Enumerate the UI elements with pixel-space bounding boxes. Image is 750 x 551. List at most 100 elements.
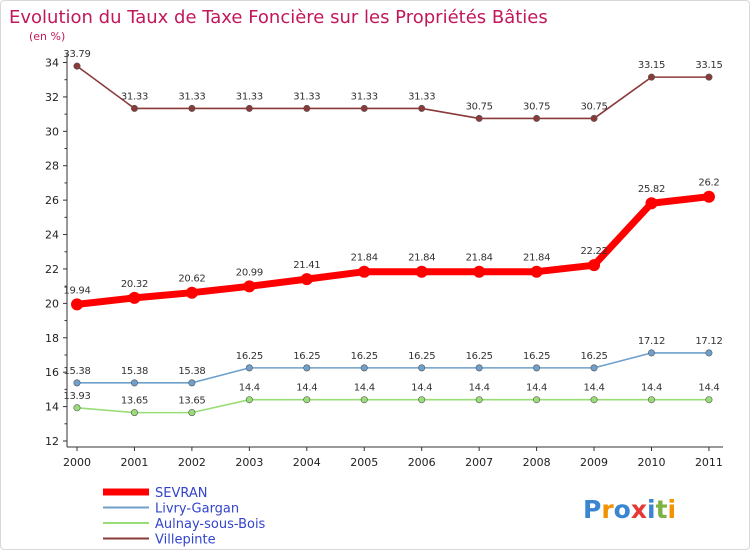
legend-label-sevran: SEVRAN xyxy=(155,486,207,501)
data-label-villepinte: 31.33 xyxy=(351,91,378,102)
y-axis-unit-label: (en %) xyxy=(29,30,65,43)
y-tick-label: 32 xyxy=(45,91,59,104)
data-label-aulnay-sous-bois: 13.65 xyxy=(178,396,205,407)
series-line-livry-gargan xyxy=(76,352,710,384)
data-point-livry-gargan xyxy=(705,349,713,357)
legend-label-aulnay-sous-bois: Aulnay-sous-Bois xyxy=(155,517,266,532)
series-line-aulnay-sous-bois xyxy=(76,398,710,414)
data-label-sevran: 25.82 xyxy=(638,184,665,195)
data-label-aulnay-sous-bois: 14.4 xyxy=(641,383,662,394)
data-point-aulnay-sous-bois xyxy=(130,409,138,417)
series-line-villepinte xyxy=(76,65,710,120)
series-line-sevran xyxy=(73,193,713,308)
data-point-livry-gargan xyxy=(418,364,426,372)
data-point-villepinte xyxy=(360,104,368,112)
data-label-villepinte: 33.15 xyxy=(638,60,665,71)
data-point-aulnay-sous-bois xyxy=(418,396,426,404)
data-label-livry-gargan: 16.25 xyxy=(466,351,493,362)
data-point-villepinte xyxy=(245,104,253,112)
data-point-sevran xyxy=(473,265,486,278)
data-point-aulnay-sous-bois xyxy=(245,396,253,404)
data-label-aulnay-sous-bois: 14.4 xyxy=(411,383,432,394)
x-tick-label: 2011 xyxy=(695,456,723,469)
data-label-livry-gargan: 16.25 xyxy=(580,351,607,362)
data-label-aulnay-sous-bois: 14.4 xyxy=(469,383,490,394)
data-point-sevran xyxy=(645,197,658,210)
data-point-aulnay-sous-bois xyxy=(303,396,311,404)
data-point-sevran xyxy=(415,265,428,278)
data-point-villepinte xyxy=(73,62,81,70)
data-label-livry-gargan: 16.25 xyxy=(523,351,550,362)
data-point-villepinte xyxy=(705,73,713,81)
y-tick-label: 22 xyxy=(45,263,59,276)
data-point-sevran xyxy=(588,259,601,272)
legend-label-livry-gargan: Livry-Gargan xyxy=(155,502,239,517)
data-label-aulnay-sous-bois: 13.65 xyxy=(121,396,148,407)
proxiti-logo: Proxiti xyxy=(583,495,676,524)
x-tick-label: 2007 xyxy=(465,456,493,469)
data-label-sevran: 20.62 xyxy=(178,274,205,285)
x-tick-label: 2000 xyxy=(63,456,91,469)
x-tick-label: 2002 xyxy=(178,456,206,469)
y-tick-label: 26 xyxy=(45,194,59,207)
data-label-sevran: 21.84 xyxy=(523,253,550,264)
data-point-sevran xyxy=(128,291,141,304)
x-tick-label: 2004 xyxy=(293,456,321,469)
data-label-sevran: 20.99 xyxy=(236,267,263,278)
data-point-aulnay-sous-bois xyxy=(647,396,655,404)
y-tick-label: 12 xyxy=(45,435,59,448)
data-label-livry-gargan: 17.12 xyxy=(638,336,665,347)
data-point-livry-gargan xyxy=(590,364,598,372)
data-label-villepinte: 33.79 xyxy=(63,49,90,60)
data-labels: 15.38 15.38 15.38 16.25 16.25 16.25 16.25 16.25… xyxy=(63,49,722,406)
data-label-villepinte: 31.33 xyxy=(408,91,435,102)
data-label-livry-gargan: 15.38 xyxy=(63,366,90,377)
data-label-livry-gargan: 16.25 xyxy=(293,351,320,362)
legend: SEVRANLivry-GarganAulnay-sous-BoisVillep… xyxy=(103,486,266,548)
legend-label-villepinte: Villepinte xyxy=(155,533,216,548)
data-point-villepinte xyxy=(188,104,196,112)
y-tick-label: 34 xyxy=(45,57,59,70)
data-label-villepinte: 31.33 xyxy=(236,91,263,102)
data-point-villepinte xyxy=(590,114,598,122)
data-point-livry-gargan xyxy=(360,364,368,372)
x-tick-label: 2006 xyxy=(408,456,436,469)
y-tick-label: 24 xyxy=(45,229,59,242)
series-layer xyxy=(71,62,715,417)
data-point-livry-gargan xyxy=(188,379,196,387)
x-tick-label: 2009 xyxy=(580,456,608,469)
data-point-aulnay-sous-bois xyxy=(188,409,196,417)
data-label-villepinte: 30.75 xyxy=(523,101,550,112)
data-point-villepinte xyxy=(647,73,655,81)
data-label-aulnay-sous-bois: 14.4 xyxy=(354,383,375,394)
data-label-sevran: 21.41 xyxy=(293,260,320,271)
data-label-villepinte: 30.75 xyxy=(580,101,607,112)
data-label-villepinte: 31.33 xyxy=(293,91,320,102)
data-label-sevran: 22.22 xyxy=(580,246,607,257)
chart-title: Evolution du Taux de Taxe Foncière sur l… xyxy=(9,7,548,28)
data-point-sevran xyxy=(185,286,198,299)
data-label-livry-gargan: 15.38 xyxy=(121,366,148,377)
data-point-villepinte xyxy=(475,114,483,122)
data-label-sevran: 21.84 xyxy=(351,253,378,264)
data-point-aulnay-sous-bois xyxy=(590,396,598,404)
x-tick-label: 2001 xyxy=(120,456,148,469)
data-label-aulnay-sous-bois: 14.4 xyxy=(526,383,547,394)
data-point-sevran xyxy=(300,273,313,286)
data-point-sevran xyxy=(530,265,543,278)
x-tick-label: 2003 xyxy=(235,456,263,469)
data-label-villepinte: 33.15 xyxy=(695,60,722,71)
y-tick-label: 14 xyxy=(45,401,59,414)
data-point-livry-gargan xyxy=(73,379,81,387)
data-label-sevran: 19.94 xyxy=(63,285,90,296)
data-label-livry-gargan: 16.25 xyxy=(351,351,378,362)
data-label-livry-gargan: 16.25 xyxy=(236,351,263,362)
data-point-aulnay-sous-bois xyxy=(705,396,713,404)
data-label-villepinte: 31.33 xyxy=(178,91,205,102)
data-point-livry-gargan xyxy=(475,364,483,372)
data-label-aulnay-sous-bois: 13.93 xyxy=(63,391,90,402)
x-tick-label: 2010 xyxy=(638,456,666,469)
data-point-sevran xyxy=(243,280,256,293)
